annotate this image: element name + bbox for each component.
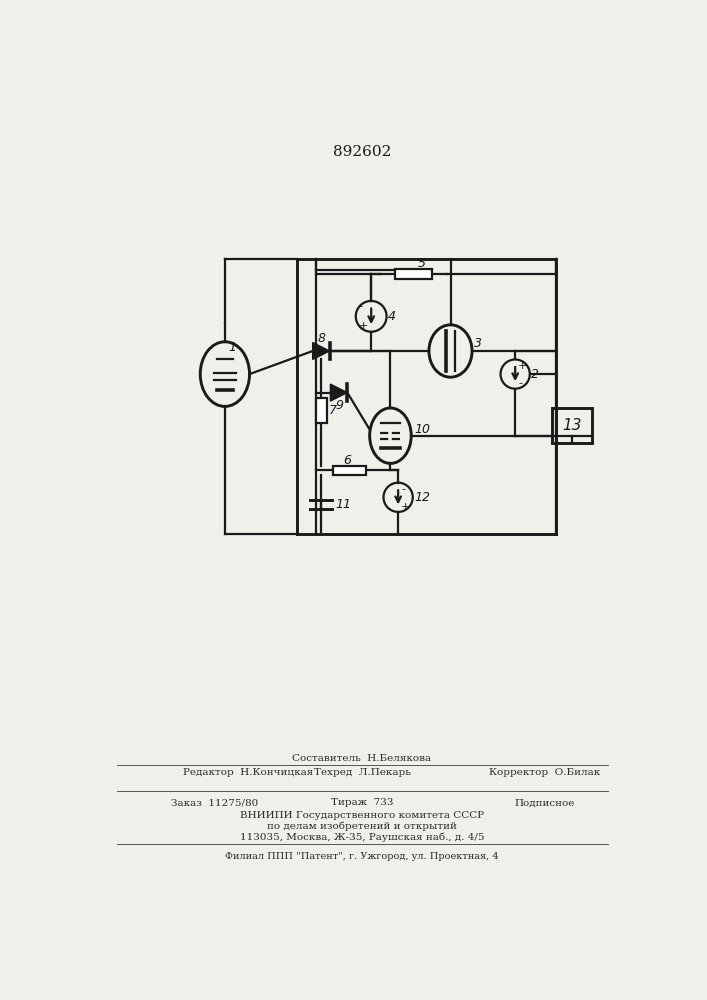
Text: 3: 3 xyxy=(474,337,482,350)
Text: Филиал ППП "Патент", г. Ужгород, ул. Проектная, 4: Филиал ППП "Патент", г. Ужгород, ул. Про… xyxy=(225,852,498,861)
Text: по делам изобретений и открытий: по делам изобретений и открытий xyxy=(267,821,457,831)
Polygon shape xyxy=(330,384,347,401)
Text: 8: 8 xyxy=(318,332,326,345)
Text: 12: 12 xyxy=(414,491,431,504)
Bar xyxy=(395,269,432,279)
Text: 10: 10 xyxy=(414,423,431,436)
Bar xyxy=(316,398,327,423)
Text: 13: 13 xyxy=(562,418,582,433)
Text: 9: 9 xyxy=(336,399,344,412)
Text: 113035, Москва, Ж-35, Раушская наб., д. 4/5: 113035, Москва, Ж-35, Раушская наб., д. … xyxy=(240,832,484,842)
Text: +: + xyxy=(518,361,527,371)
Text: Заказ  11275/80: Заказ 11275/80 xyxy=(171,798,258,807)
Text: +: + xyxy=(359,321,368,331)
Text: -: - xyxy=(518,378,522,388)
Text: 2: 2 xyxy=(532,368,539,381)
Text: +: + xyxy=(402,502,411,512)
Text: Редактор  Н.Кончицкая: Редактор Н.Кончицкая xyxy=(182,768,312,777)
Text: Подписное: Подписное xyxy=(514,798,575,807)
Text: Корректор  О.Билак: Корректор О.Билак xyxy=(489,768,600,777)
Bar xyxy=(334,466,366,475)
Polygon shape xyxy=(312,343,329,359)
Text: 5: 5 xyxy=(417,257,426,270)
Text: ВНИИПИ Государственного комитета СССР: ВНИИПИ Государственного комитета СССР xyxy=(240,811,484,820)
Text: Составитель  Н.Белякова: Составитель Н.Белякова xyxy=(293,754,431,763)
Text: Тираж  733: Тираж 733 xyxy=(331,798,393,807)
Text: Техред  Л.Пекарь: Техред Л.Пекарь xyxy=(313,768,410,777)
Text: 1: 1 xyxy=(229,341,237,354)
Text: 7: 7 xyxy=(329,404,337,417)
Bar xyxy=(552,408,592,443)
Text: 11: 11 xyxy=(335,498,351,511)
Text: -: - xyxy=(402,484,405,494)
Text: 4: 4 xyxy=(388,310,396,323)
Text: -: - xyxy=(359,301,363,311)
Text: 6: 6 xyxy=(344,454,351,467)
Text: 892602: 892602 xyxy=(333,145,391,159)
